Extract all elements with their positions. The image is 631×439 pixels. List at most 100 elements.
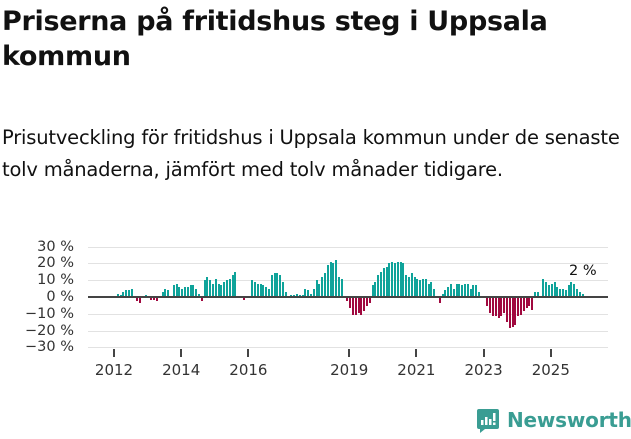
bar-negative	[363, 298, 366, 312]
x-axis-label: 2019	[330, 361, 369, 379]
page-subtitle: Prisutveckling för fritidshus i Uppsala …	[2, 126, 620, 181]
bar-positive	[122, 291, 125, 297]
x-axis-tick	[180, 349, 183, 357]
bar-positive	[262, 285, 265, 297]
x-axis-tick	[415, 349, 418, 357]
bar-positive	[276, 273, 279, 297]
bar-negative	[519, 298, 523, 315]
bar-positive	[253, 281, 257, 297]
bar-positive	[377, 275, 380, 297]
bar-positive	[337, 276, 341, 297]
bar-positive	[312, 288, 315, 297]
bar-positive	[259, 283, 262, 297]
bar-positive	[559, 288, 562, 297]
bar-positive	[542, 278, 545, 297]
bar-positive	[433, 288, 436, 297]
bar-positive	[407, 276, 411, 297]
bar-positive	[463, 283, 467, 297]
bar-positive	[424, 278, 427, 297]
bar-positive	[405, 275, 408, 297]
bar-positive	[399, 261, 402, 297]
bar-positive	[211, 283, 215, 297]
bar-negative	[139, 298, 142, 304]
x-axis-label: 2016	[229, 361, 268, 379]
bar-positive	[125, 290, 128, 297]
y-axis-label: −20 %	[25, 322, 74, 339]
x-axis-label: 2012	[94, 361, 134, 379]
bar-positive	[419, 280, 422, 297]
bar-positive	[575, 288, 579, 297]
bar-positive	[295, 293, 299, 297]
bar-positive	[234, 271, 237, 297]
bar-positive	[273, 273, 276, 297]
bar-negative	[368, 298, 371, 304]
bar-negative	[153, 298, 156, 300]
bar-positive	[374, 281, 377, 297]
bar-negative	[365, 298, 369, 307]
bar-positive	[256, 283, 259, 297]
bar-positive	[452, 288, 455, 297]
gridline	[88, 330, 608, 332]
bar-positive	[321, 276, 324, 297]
x-axis-tick	[482, 349, 485, 357]
bar-negative	[491, 298, 495, 317]
bar-negative	[531, 298, 534, 310]
bar-negative	[497, 298, 500, 319]
x-axis-tick	[113, 349, 115, 357]
y-axis-label: −30 %	[25, 339, 74, 356]
bar-negative	[354, 298, 357, 315]
x-axis-label: 2021	[397, 361, 436, 379]
bar-positive	[533, 291, 537, 297]
bar-chart: 30 % 20 % 10 % 0 % −10 % −20 % −30 % 2012 2014 20…	[0, 235, 631, 385]
newsworthy-logo-text: Newsworthy	[507, 408, 631, 432]
bar-positive	[545, 281, 548, 297]
bar-negative	[494, 298, 497, 317]
bar-positive	[402, 263, 405, 297]
bar-positive	[203, 280, 206, 297]
bar-negative	[136, 298, 139, 302]
bar-negative	[528, 298, 531, 307]
bar-negative	[360, 298, 363, 315]
y-axis-label: 10 %	[37, 272, 74, 289]
x-axis-tick	[247, 349, 250, 357]
bar-positive	[209, 280, 212, 297]
bar-positive	[192, 285, 195, 297]
bar-positive	[189, 285, 192, 297]
bar-positive	[564, 290, 567, 297]
bar-positive	[332, 263, 335, 297]
y-axis-label: 20 %	[37, 255, 74, 272]
bar-positive	[127, 290, 131, 297]
bar-positive	[449, 283, 453, 297]
bar-positive	[217, 283, 220, 297]
bar-positive	[323, 273, 327, 297]
bar-positive	[578, 291, 581, 297]
bar-positive	[570, 281, 573, 297]
newsworthy-logo-icon	[476, 408, 500, 433]
bar-negative	[525, 298, 528, 309]
bar-positive	[284, 291, 287, 297]
bar-positive	[469, 288, 472, 297]
bar-positive	[197, 293, 201, 297]
bar-positive	[251, 280, 254, 297]
bar-positive	[567, 285, 570, 297]
bar-positive	[391, 261, 394, 297]
bar-positive	[388, 263, 391, 297]
bar-positive	[461, 285, 464, 297]
bar-positive	[214, 278, 217, 297]
bar-positive	[556, 286, 559, 297]
bar-positive	[410, 273, 413, 297]
bar-positive	[455, 283, 458, 297]
bar-positive	[315, 280, 318, 297]
bar-positive	[447, 286, 450, 297]
bar-positive	[279, 275, 282, 297]
bar-positive	[228, 278, 231, 297]
bar-negative	[514, 298, 517, 325]
bar-positive	[441, 293, 444, 297]
bar-positive	[477, 291, 481, 297]
bar-positive	[206, 276, 209, 297]
bar-positive	[550, 283, 553, 297]
x-axis-label: 2014	[162, 361, 201, 379]
bar-negative	[508, 298, 511, 329]
bar-positive	[413, 276, 416, 297]
bar-negative	[357, 298, 360, 314]
